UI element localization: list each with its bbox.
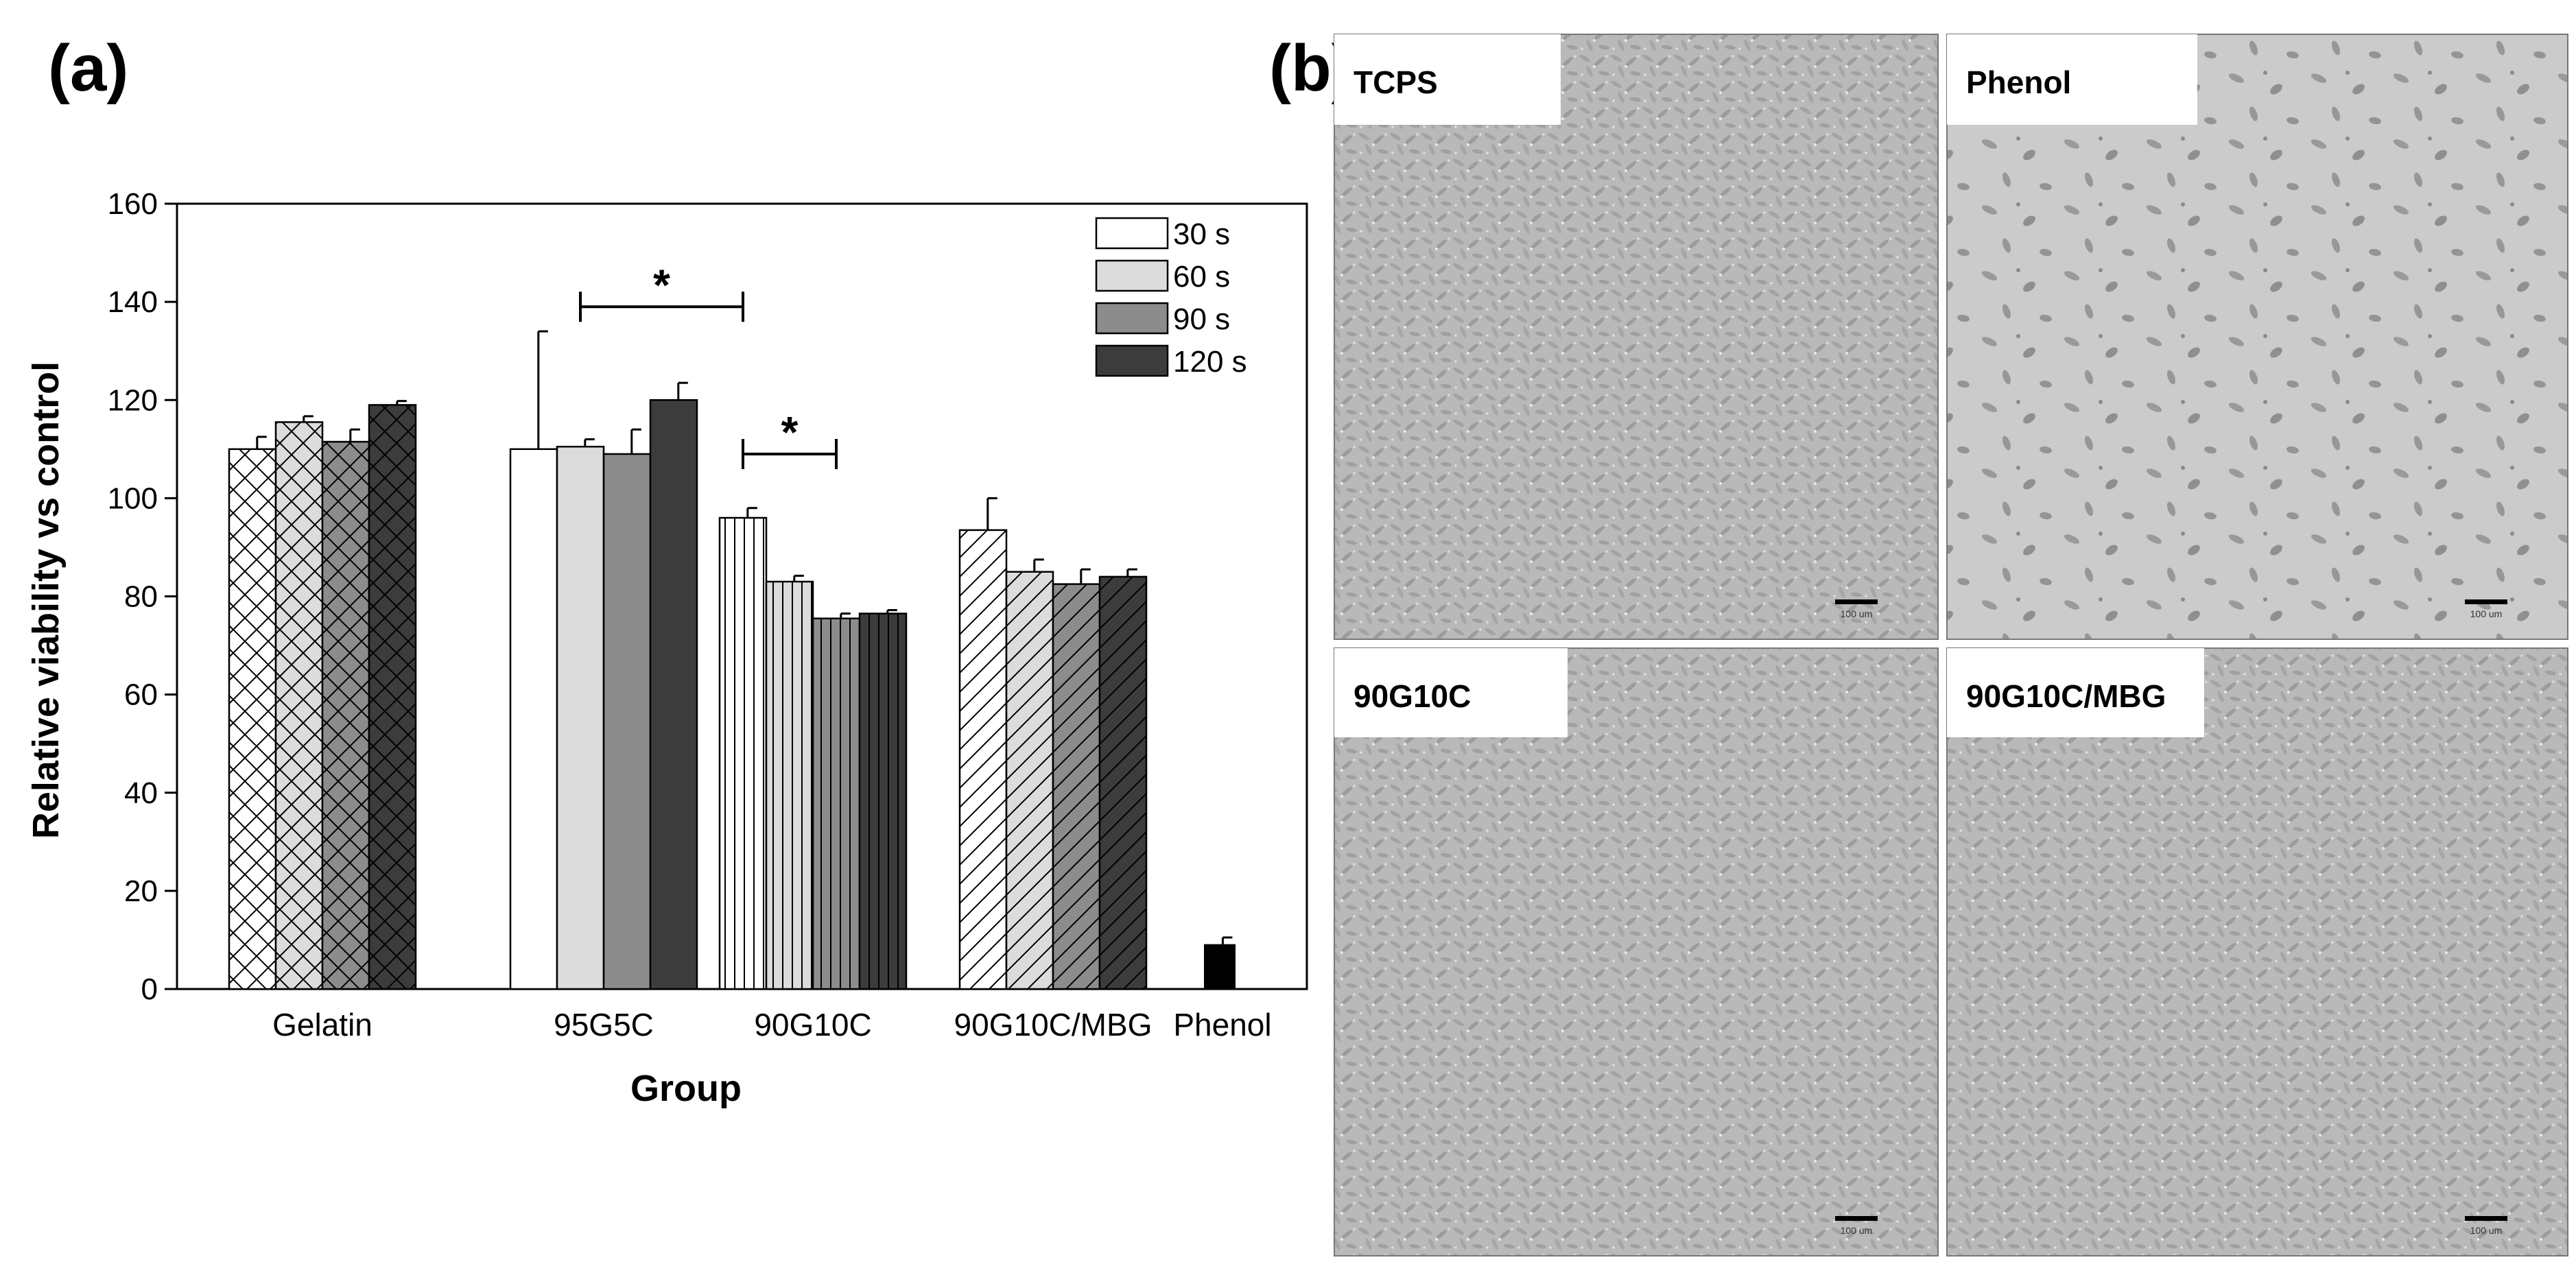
y-tick-label: 20 — [124, 874, 158, 908]
scale-bar — [2465, 1216, 2507, 1221]
y-tick-label: 140 — [108, 285, 158, 319]
bar-phenol — [1204, 944, 1236, 990]
bar-90g10c-60s-hatch — [766, 582, 813, 989]
legend-label: 90 s — [1173, 302, 1230, 336]
legend-label: 30 s — [1173, 217, 1230, 251]
bar-90g10c-30s-hatch — [720, 518, 766, 989]
bar-gelatin-30s-hatch — [229, 449, 276, 989]
x-category-label: 90G10C/MBG — [954, 1007, 1153, 1043]
significance-star: * — [781, 407, 799, 457]
micrograph-image — [1334, 647, 1939, 1257]
y-tick-label: 40 — [124, 776, 158, 810]
bar-90g10c-mbg-90s-hatch — [1053, 584, 1100, 989]
y-axis-title-group: Relative viability vs control — [25, 361, 67, 839]
bar-95g5c-90s — [602, 453, 652, 990]
bar-90g10c-mbg-60s-hatch — [1006, 571, 1053, 989]
micrograph-label: TCPS — [1354, 64, 1438, 100]
legend-label: 120 s — [1173, 345, 1247, 379]
micrograph-label: 90G10C — [1354, 678, 1471, 714]
bar-gelatin-60s-hatch — [276, 422, 322, 989]
micrograph-image — [1946, 647, 2568, 1257]
bar-95g5c-30s — [509, 448, 558, 990]
scale-bar — [1835, 1216, 1878, 1221]
micrograph-90g10c: 90G10C 100 um — [1334, 647, 1939, 1257]
y-tick-label: 0 — [141, 973, 158, 1006]
legend-swatch-120s — [1095, 344, 1169, 377]
bar-gelatin-90s-hatch — [322, 442, 369, 989]
micrograph-label-box — [1334, 34, 1561, 125]
scale-bar — [1835, 599, 1878, 604]
micrograph-tcps: TCPS 100 um — [1334, 34, 1939, 640]
x-axis-title: Group — [630, 1068, 742, 1109]
x-category-label: 90G10C — [754, 1007, 871, 1043]
x-category-label: Phenol — [1173, 1007, 1271, 1043]
scale-bar-label: 100 um — [2470, 1225, 2503, 1236]
bar-90g10c-90s-hatch — [813, 618, 860, 989]
y-tick-label: 120 — [108, 383, 158, 417]
x-category-label: Gelatin — [272, 1007, 373, 1043]
legend-swatch-90s — [1095, 302, 1169, 335]
y-tick-label: 100 — [108, 481, 158, 515]
y-axis-title: Relative viability vs control — [25, 361, 67, 839]
micrograph-90g10c-mbg: 90G10C/MBG 100 um — [1946, 647, 2568, 1257]
bar-90g10c-mbg-30s-hatch — [960, 529, 1006, 989]
micrograph-label: 90G10C/MBG — [1966, 678, 2166, 714]
legend-swatch-30s — [1095, 217, 1169, 250]
y-tick-label: 80 — [124, 580, 158, 614]
legend-swatch-60s — [1095, 259, 1169, 292]
plot-area: 0 20 40 60 80 100 120 140 160 Gelatin 95G5C 90G10C 9… — [108, 187, 1308, 1043]
y-tick-label: 60 — [124, 678, 158, 712]
micrograph-image — [1946, 34, 2568, 640]
micrograph-label-box — [1334, 648, 1568, 737]
micrograph-image — [1334, 34, 1939, 640]
bar-90g10c-120s-hatch — [860, 613, 906, 989]
bar-95g5c-60s — [556, 445, 605, 990]
x-category-label: 95G5C — [554, 1007, 654, 1043]
panel-a-label: (a) — [48, 32, 128, 105]
bar-chart: Relative viability vs control Group 0 20 4… — [25, 187, 1308, 1109]
micrograph-phenol: Phenol 100 um — [1946, 34, 2568, 640]
micrograph-label-box — [1947, 648, 2204, 737]
scale-bar — [2465, 599, 2507, 604]
bar-95g5c-120s — [649, 399, 698, 990]
bar-gelatin-120s-hatch — [369, 405, 416, 989]
significance-star: * — [653, 260, 670, 309]
bar-90g10c-mbg-120s-hatch — [1100, 576, 1146, 989]
micrograph-label: Phenol — [1966, 64, 2071, 100]
scale-bar-label: 100 um — [1841, 1225, 1873, 1236]
scale-bar-label: 100 um — [2470, 608, 2503, 619]
y-tick-label: 160 — [108, 187, 158, 221]
legend-label: 60 s — [1173, 260, 1230, 294]
scale-bar-label: 100 um — [1841, 608, 1873, 619]
micrograph-label-box — [1947, 34, 2197, 125]
